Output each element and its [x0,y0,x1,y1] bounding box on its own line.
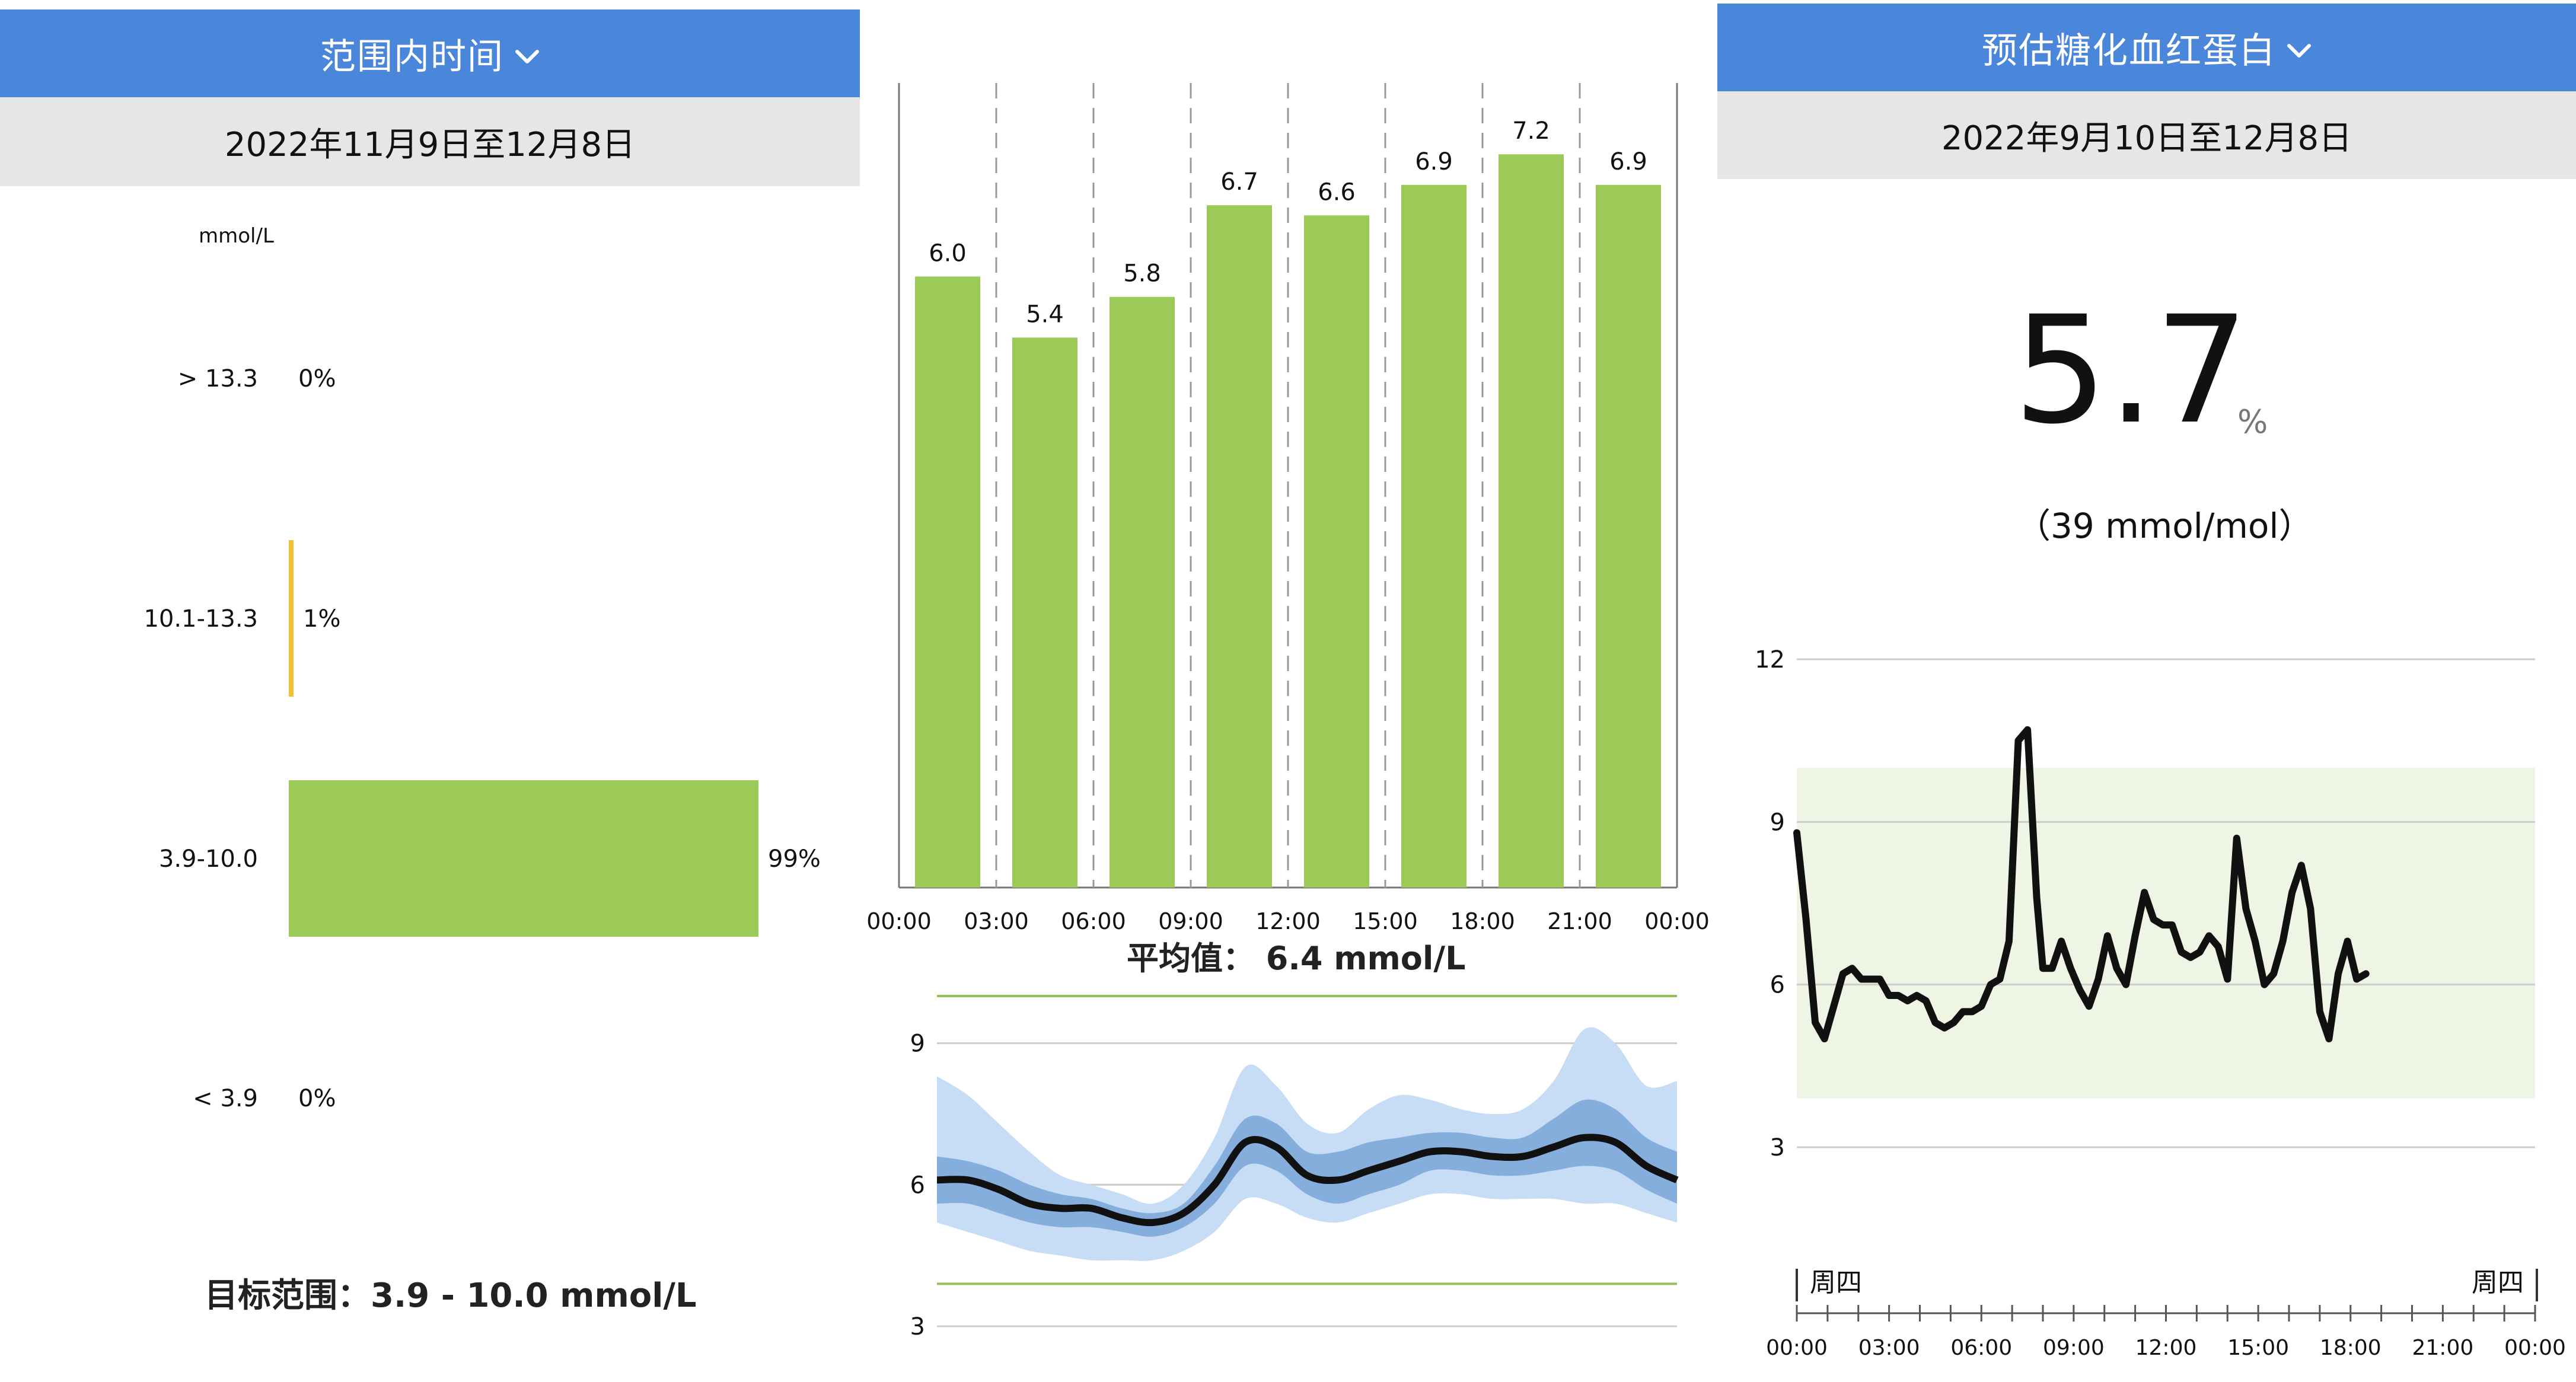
x-tick-label: 21:00 [1547,908,1612,934]
bar-value-label: 6.0 [929,240,967,267]
x-tick-label: 09:00 [1158,908,1223,934]
x-tick-label: 21:00 [2412,1336,2474,1360]
y-tick-label: 6 [1770,972,1785,999]
x-tick-label: 15:00 [1353,908,1418,934]
x-tick-label: 09:00 [2043,1336,2105,1360]
y-tick-label: 3 [1770,1134,1785,1161]
bar-value-label: 5.8 [1123,260,1161,288]
time-in-range-title: 范围内时间 [320,36,504,78]
x-tick-label: 18:00 [1450,908,1515,934]
estimated-a1c-date-range: 2022年9月10日至12月8日 [1717,91,2576,179]
target-range-label: 目标范围：3.9 - 10.0 mmol/L [205,1276,697,1315]
a1c-unit: % [2237,403,2268,441]
chevron-down-icon[interactable] [2287,27,2312,68]
a1c-value: 5.7 [2013,284,2249,457]
glucose-trace-line [1793,726,2370,1043]
bar-value-label: 6.9 [1609,148,1647,175]
bar-value-label: 5.4 [1026,301,1064,328]
estimated-a1c-header[interactable]: 预估糖化血红蛋白 [1717,4,2576,91]
range-label: > 13.3 [178,365,258,392]
y-tick-label: 9 [1770,809,1785,836]
hourly-bar [1499,154,1564,888]
x-tick-label: 12:00 [1255,908,1321,934]
y-tick-label: 9 [910,1030,925,1058]
x-tick-label: 12:00 [2135,1336,2197,1360]
bar-value-label: 6.9 [1415,148,1453,175]
time-in-range-header[interactable]: 范围内时间 [0,9,860,97]
y-tick-label: 3 [910,1313,925,1340]
bar-value-label: 7.2 [1512,117,1550,145]
average-glucose-label: 平均值： 6.4 mmol/L [1127,940,1466,977]
range-percent-label: 0% [298,365,336,392]
x-tick-label: 00:00 [1644,908,1710,934]
bar-value-label: 6.6 [1318,178,1356,206]
x-tick-label: 18:00 [2320,1336,2381,1360]
y-tick-label: 6 [910,1172,925,1199]
chevron-down-icon[interactable] [515,33,540,74]
outer-percentile-band [937,1027,1677,1261]
x-tick-label: 00:00 [1766,1336,1828,1360]
hourly-bar [1304,215,1369,888]
range-percent-label: 99% [768,845,821,873]
x-tick-label: 00:00 [866,908,932,934]
range-percent-label: 1% [303,605,340,633]
a1c-mmol-value: （39 mmol/mol） [2016,506,2313,546]
time-in-range-chart: > 13.3 0% 10.1-13.3 1% 3.9-10.0 99% < 3.9 0% [144,365,821,1112]
x-tick-label: 03:00 [964,908,1029,934]
x-tick-label: 15:00 [2227,1336,2289,1360]
hourly-bar [1401,184,1466,888]
x-tick-label: 03:00 [1858,1336,1920,1360]
median-line [936,1134,1679,1227]
bar-value-label: 6.7 [1220,168,1258,196]
hourly-bar [1207,205,1272,888]
inner-percentile-band [937,1099,1677,1237]
range-label: < 3.9 [193,1085,258,1112]
hourly-average-bar-chart: 6.0 5.4 5.8 6.7 6.6 6.9 7.2 6.9 00:00 03:00 06:00 0… [866,83,1710,934]
target-range-band [1797,767,2535,1099]
day-label: 周四 [1810,1268,1862,1298]
hourly-bar [1110,296,1175,888]
daily-glucose-profile-chart: 3 6 9 [910,995,1679,1340]
range-label: 3.9-10.0 [159,845,258,873]
hourly-bar [1012,337,1077,888]
y-tick-label: 12 [1755,646,1785,674]
x-tick-label: 00:00 [2504,1336,2566,1360]
range-label: 10.1-13.3 [144,605,258,633]
x-tick-label: 06:00 [1950,1336,2012,1360]
hourly-bar [915,276,980,888]
day-label: 周四 [2472,1268,2524,1298]
x-tick-label: 06:00 [1061,908,1126,934]
range-percent-label: 0% [298,1085,336,1112]
range-bar [289,780,758,937]
time-in-range-date-range: 2022年11月9日至12月8日 [0,97,860,186]
hourly-bar [1596,184,1661,888]
unit-label: mmol/L [199,224,274,248]
estimated-a1c-title: 预估糖化血红蛋白 [1982,30,2276,72]
range-bar [289,540,294,697]
